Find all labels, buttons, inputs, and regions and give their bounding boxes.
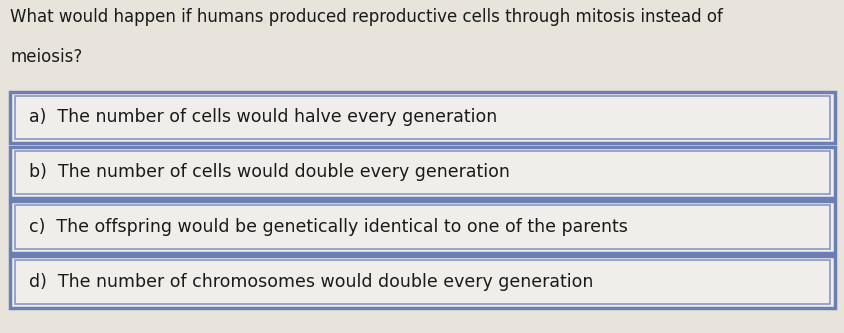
FancyBboxPatch shape xyxy=(10,256,834,308)
FancyBboxPatch shape xyxy=(10,92,834,143)
Text: What would happen if humans produced reproductive cells through mitosis instead : What would happen if humans produced rep… xyxy=(10,8,722,26)
Text: a)  The number of cells would halve every generation: a) The number of cells would halve every… xyxy=(29,108,496,127)
FancyBboxPatch shape xyxy=(10,147,834,198)
Text: meiosis?: meiosis? xyxy=(10,48,83,66)
Text: b)  The number of cells would double every generation: b) The number of cells would double ever… xyxy=(29,163,509,181)
FancyBboxPatch shape xyxy=(10,201,834,253)
Text: c)  The offspring would be genetically identical to one of the parents: c) The offspring would be genetically id… xyxy=(29,218,627,236)
Text: d)  The number of chromosomes would double every generation: d) The number of chromosomes would doubl… xyxy=(29,273,592,291)
